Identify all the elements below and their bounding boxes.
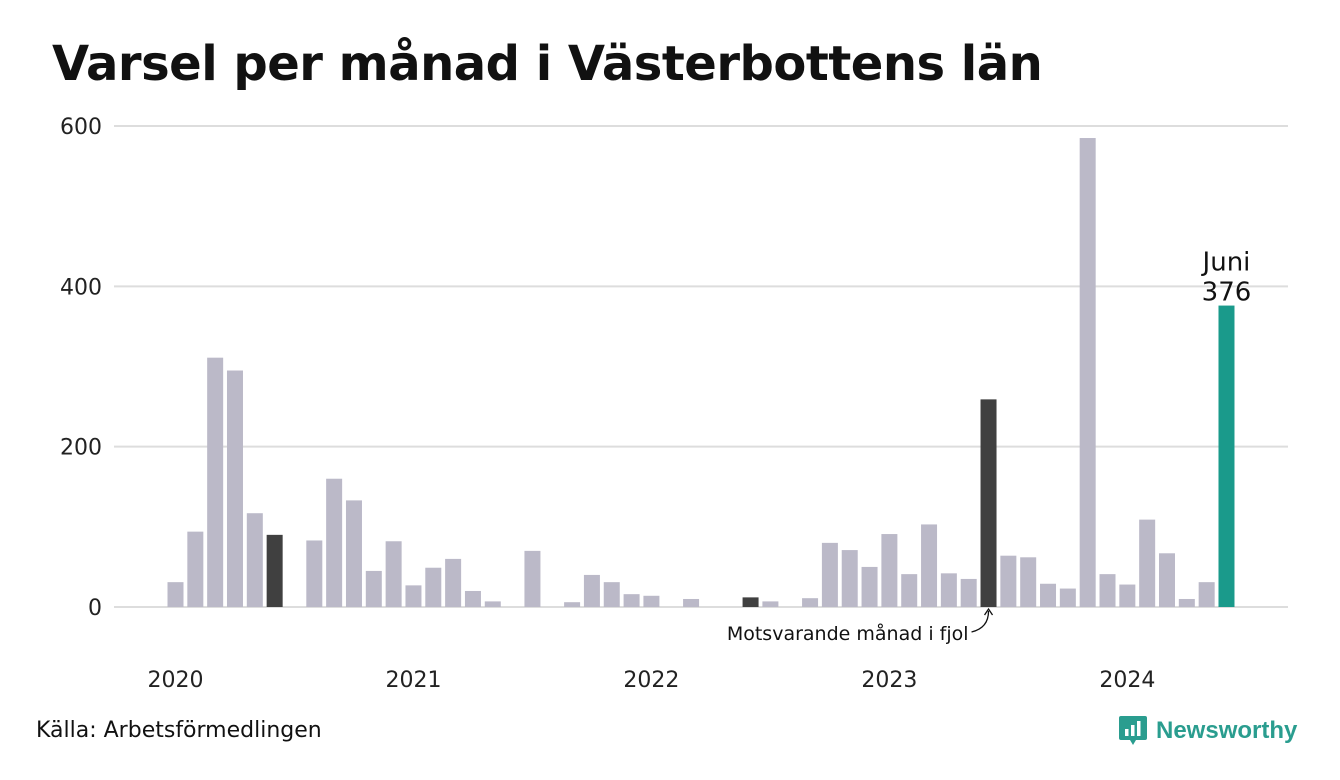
- bar-2021-10: [583, 574, 600, 607]
- annotation-text: Motsvarande månad i fjol: [727, 622, 969, 645]
- annotation-arrowhead: [983, 607, 994, 616]
- bar-2022-10: [821, 542, 838, 607]
- y-tick-label: 600: [60, 115, 102, 140]
- bar-2021-01: [405, 585, 422, 607]
- annotation-arrow: [971, 610, 990, 633]
- y-tick-label: 200: [60, 436, 102, 461]
- bar-2022-07: [762, 601, 779, 607]
- bar-2020-04: [226, 370, 243, 607]
- bar-2022-06: [742, 597, 759, 607]
- gridlines: [114, 125, 1288, 608]
- bars: [167, 138, 1235, 607]
- bar-2024-01: [1119, 584, 1136, 607]
- x-axis: 2020 2021 2022 2023 2024: [148, 668, 1156, 693]
- bar-2020-05: [246, 513, 263, 607]
- bar-2020-08: [306, 540, 323, 607]
- bar-2020-11: [365, 570, 382, 607]
- highlight-month-label: Juni: [1201, 248, 1251, 278]
- y-tick-label: 400: [60, 275, 102, 300]
- y-tick-label: 0: [88, 596, 102, 621]
- bar-2021-04: [464, 590, 481, 607]
- x-tick-label: 2024: [1099, 668, 1155, 693]
- bar-2022-09: [802, 598, 819, 607]
- bar-2020-09: [326, 478, 343, 607]
- bar-2023-04: [940, 573, 957, 607]
- bar-2024-03: [1159, 553, 1175, 607]
- bar-2022-01: [643, 595, 660, 607]
- bar-2020-10: [345, 500, 362, 607]
- source-note: Källa: Arbetsförmedlingen: [36, 718, 322, 743]
- bar-2023-08: [1020, 557, 1037, 607]
- y-axis: 0 200 400 600: [60, 115, 102, 621]
- bar-2023-11: [1079, 138, 1096, 607]
- bar-2023-12: [1099, 574, 1116, 607]
- bar-2021-12: [623, 594, 640, 607]
- bar-2021-02: [425, 567, 442, 607]
- x-tick-label: 2022: [623, 668, 679, 693]
- x-tick-label: 2020: [148, 668, 204, 693]
- bar-2023-05: [960, 578, 977, 607]
- bar-2023-06: [980, 399, 997, 607]
- x-tick-label: 2023: [861, 668, 917, 693]
- bar-2023-01: [881, 534, 898, 607]
- bar-2023-03: [921, 524, 938, 607]
- bar-2023-09: [1040, 583, 1057, 607]
- bar-2023-02: [901, 574, 918, 607]
- newsworthy-logo-icon: [1119, 716, 1147, 745]
- bar-2024-02: [1139, 519, 1156, 607]
- bar-2022-11: [841, 550, 858, 607]
- bar-2020-02: [187, 531, 204, 607]
- bar-2022-03: [683, 598, 700, 607]
- bar-2023-10: [1059, 588, 1076, 607]
- bar-2022-12: [861, 566, 878, 607]
- bar-2024-04: [1178, 598, 1195, 607]
- bar-2024-06: [1218, 305, 1235, 607]
- bar-2020-12: [385, 541, 402, 607]
- bar-2021-03: [445, 558, 462, 607]
- bar-2021-11: [603, 582, 620, 607]
- bar-2020-01: [167, 582, 184, 607]
- bar-2021-09: [564, 602, 581, 607]
- brand[interactable]: Newsworthy: [1118, 714, 1297, 748]
- bar-2023-07: [1000, 555, 1017, 607]
- chart-title: Varsel per månad i Västerbottens län: [52, 36, 1043, 92]
- bar-2020-06: [266, 534, 283, 607]
- bar-2021-05: [484, 601, 501, 607]
- brand-name: Newsworthy: [1156, 717, 1298, 744]
- bar-2024-05: [1198, 582, 1215, 607]
- bar-2020-03: [207, 357, 224, 607]
- highlight-value-label: 376: [1202, 278, 1252, 308]
- bar-2021-07: [524, 550, 541, 607]
- x-tick-label: 2021: [385, 668, 441, 693]
